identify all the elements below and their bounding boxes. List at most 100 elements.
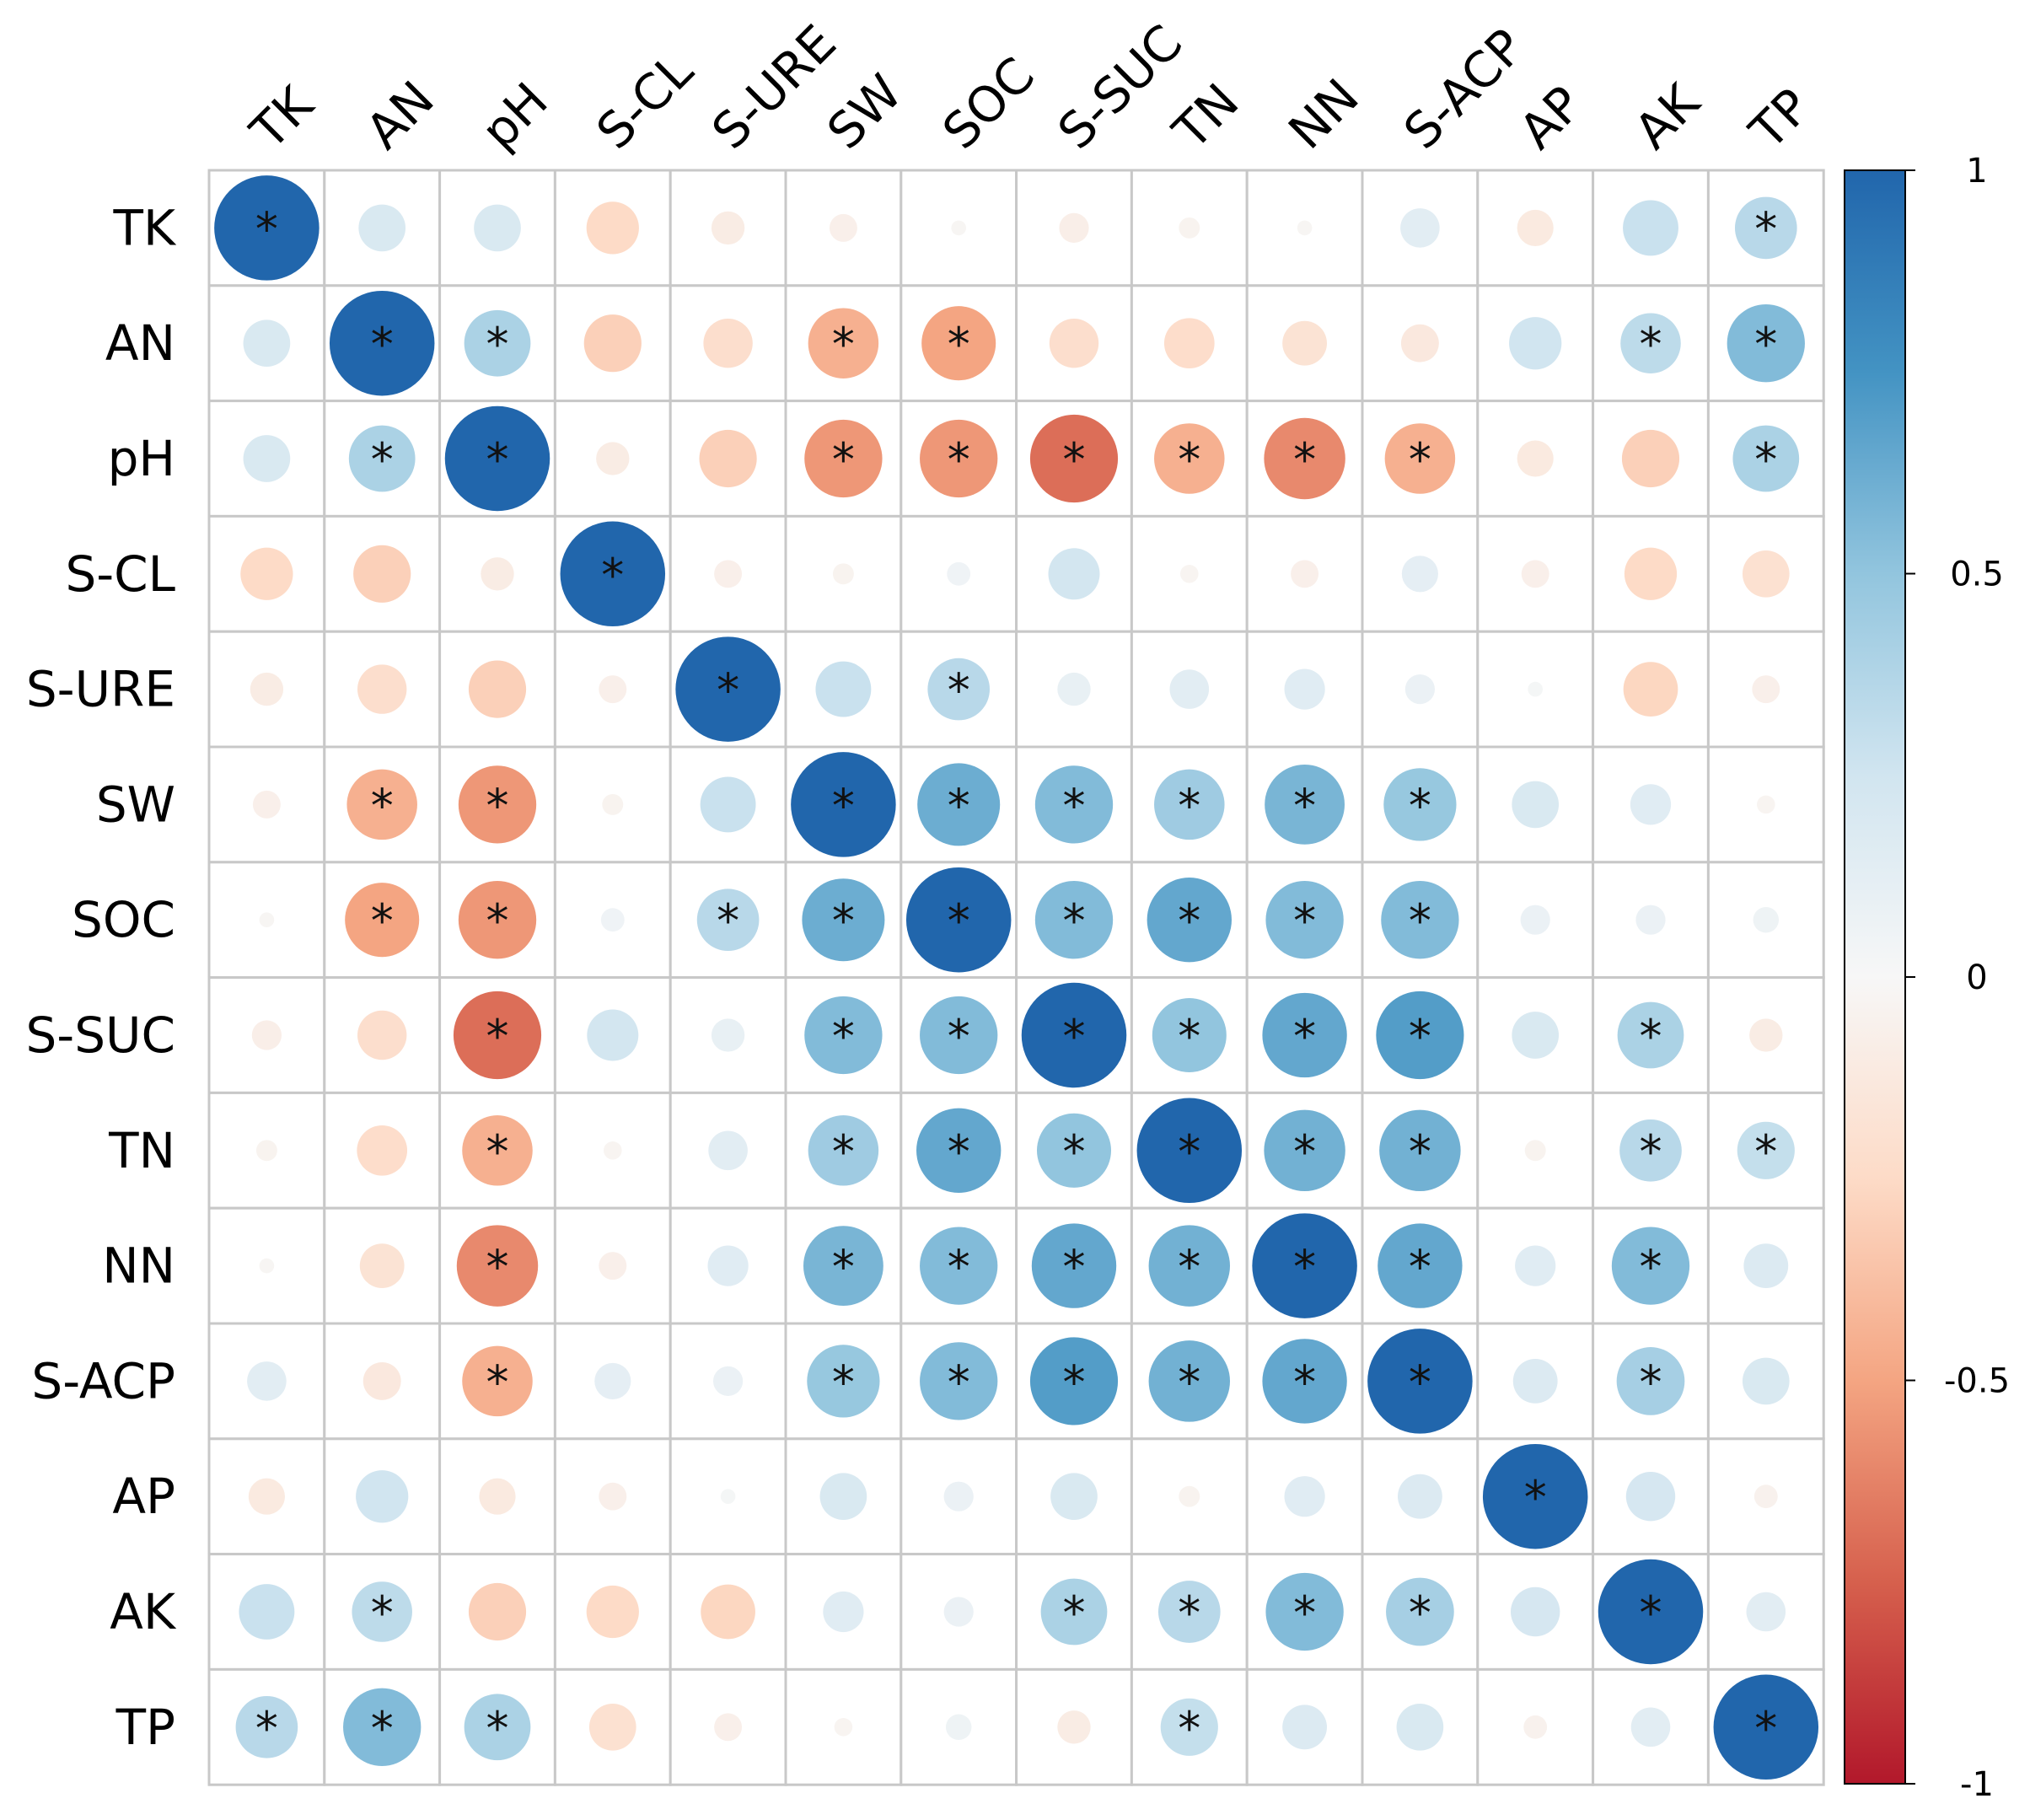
- significance-star: *: [948, 1356, 970, 1409]
- corr-circle-TK-TN: [1179, 217, 1200, 239]
- significance-star: *: [1293, 1356, 1316, 1409]
- grid-cell: [1361, 1553, 1480, 1671]
- corr-circle-TK-TP: [1734, 196, 1797, 260]
- significance-star: *: [1063, 1125, 1086, 1178]
- significance-star: *: [1063, 1356, 1086, 1409]
- corr-circle-AP-S-ACP: [1397, 1474, 1442, 1519]
- corr-circle-SW-TP: [1757, 795, 1775, 814]
- significance-star: *: [1293, 1125, 1316, 1178]
- significance-star: *: [1063, 433, 1086, 486]
- corr-circle-SW-S-CL: [602, 793, 624, 815]
- corr-circle-S-ACP-TN: [1148, 1340, 1231, 1422]
- significance-star: *: [948, 1241, 970, 1294]
- significance-star: *: [1178, 1356, 1200, 1409]
- significance-star: *: [1178, 1241, 1200, 1294]
- corr-circle-S-CL-TK: [240, 547, 293, 600]
- corr-circle-S-URE-AK: [1623, 662, 1678, 717]
- significance-star: *: [1409, 433, 1431, 486]
- colorbar: 1 0.5 0 -0.5 -1: [1844, 152, 2010, 1804]
- significance-star: *: [832, 1125, 855, 1178]
- significance-star: *: [371, 1702, 394, 1755]
- corr-circle-S-URE-S-ACP: [1404, 674, 1436, 705]
- corr-circle-AK-pH: [468, 1582, 527, 1641]
- significance-star: *: [948, 1125, 970, 1178]
- corr-circle-TK-SOC: [951, 220, 967, 236]
- corr-circle-NN-AP: [1515, 1245, 1556, 1286]
- corr-circle-SOC-NN: [1265, 881, 1344, 959]
- row-label-S-ACP: S-ACP: [31, 1352, 175, 1409]
- significance-star: *: [1178, 1702, 1200, 1755]
- corr-circle-AP-SW: [819, 1473, 867, 1521]
- corr-circle-S-URE-pH: [468, 660, 527, 718]
- corr-circle-TK-S-CL: [586, 201, 639, 255]
- corr-circle-TN-TK: [255, 1140, 277, 1162]
- row-label-pH: pH: [108, 430, 175, 487]
- significance-star: *: [1640, 1241, 1662, 1294]
- corr-circle-AN-S-CL: [583, 314, 642, 373]
- significance-star: *: [1063, 1010, 1086, 1063]
- corr-circle-S-SUC-S-URE: [711, 1018, 745, 1052]
- corr-circle-NN-pH: [456, 1225, 539, 1307]
- corr-circle-TN-TP: [1737, 1121, 1795, 1179]
- colorbar-tick-label: 0.5: [1950, 556, 2004, 594]
- grid-cell: [1706, 169, 1825, 287]
- corr-circle-TP-AN: [343, 1688, 422, 1766]
- corr-circle-NN-TP: [1743, 1243, 1789, 1289]
- significance-star: *: [1754, 202, 1777, 255]
- corr-circle-SW-pH: [458, 765, 537, 844]
- corr-circle-AN-SOC: [921, 306, 996, 381]
- significance-star: *: [1409, 894, 1431, 948]
- grid-cell: [1706, 1206, 1825, 1325]
- corr-circle-AK-AK: [1598, 1559, 1704, 1665]
- corr-circle-S-SUC-S-SUC: [1021, 982, 1127, 1088]
- corr-circle-pH-TN: [1154, 423, 1225, 494]
- significance-star: *: [1063, 1586, 1086, 1640]
- corr-circle-pH-SW: [804, 419, 883, 498]
- corr-circle-S-CL-S-ACP: [1401, 556, 1438, 593]
- significance-star: *: [486, 779, 509, 832]
- corr-circle-S-CL-S-SUC: [1048, 548, 1100, 600]
- significance-star: *: [1063, 779, 1086, 832]
- grid-cell: [1361, 400, 1480, 518]
- corr-circle-AK-AN: [352, 1581, 412, 1642]
- significance-star: *: [832, 433, 855, 486]
- corr-circle-AP-S-URE: [720, 1489, 736, 1505]
- significance-star: *: [832, 1010, 855, 1063]
- significance-star: *: [1754, 318, 1777, 371]
- corr-circle-pH-S-URE: [699, 429, 757, 488]
- corr-circle-S-CL-TN: [1180, 565, 1199, 583]
- significance-star: *: [1178, 433, 1200, 486]
- significance-star: *: [371, 779, 394, 832]
- corr-circle-S-ACP-TP: [1742, 1357, 1790, 1405]
- corr-circle-TK-S-URE: [711, 211, 745, 245]
- corr-circle-TK-NN: [1297, 220, 1313, 236]
- corr-circle-SW-SW: [791, 752, 896, 857]
- corr-circle-SOC-AK: [1635, 905, 1666, 935]
- colorbar-tick-label: 0: [1966, 958, 1987, 997]
- significance-star: *: [948, 664, 970, 717]
- corr-circle-pH-AP: [1517, 440, 1554, 477]
- corr-circle-AK-SW: [823, 1591, 864, 1633]
- significance-star: *: [486, 1125, 509, 1178]
- corr-circle-AN-SW: [808, 308, 879, 378]
- corr-circle-S-ACP-S-ACP: [1367, 1329, 1473, 1434]
- row-labels: TK AN pH S-CL S-URE SW SOC S-SUC TN NN S-ACP AP AK TP: [25, 199, 176, 1755]
- col-label-S-URE: S-URE: [701, 14, 846, 160]
- significance-star: *: [948, 318, 970, 371]
- corr-circle-S-SUC-S-CL: [587, 1009, 639, 1061]
- significance-star: *: [1754, 1125, 1777, 1178]
- corr-circle-TN-pH: [462, 1115, 533, 1186]
- corr-circle-pH-TP: [1732, 425, 1800, 492]
- corr-circle-SOC-SOC: [905, 867, 1012, 973]
- corr-circle-TP-TN: [1160, 1698, 1218, 1756]
- significance-star: *: [1409, 1356, 1431, 1409]
- corr-circle-AP-AN: [356, 1470, 409, 1523]
- corr-circle-pH-NN: [1264, 417, 1345, 500]
- significance-star: *: [371, 1586, 394, 1640]
- corr-circle-NN-AK: [1611, 1227, 1690, 1305]
- significance-star: *: [1640, 1125, 1662, 1178]
- corr-circle-TP-NN: [1282, 1705, 1328, 1750]
- corr-circle-AN-TP: [1727, 304, 1805, 383]
- corr-circle-AN-S-SUC: [1049, 319, 1099, 368]
- corr-circle-S-URE-TN: [1169, 669, 1210, 709]
